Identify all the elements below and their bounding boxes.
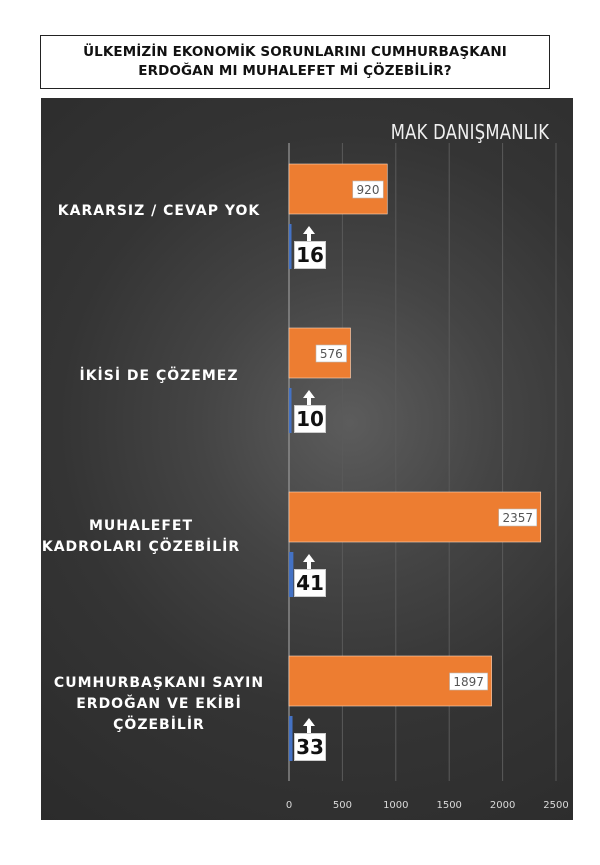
x-tick-label: 500 — [333, 800, 352, 811]
secondary-value-badge: 10 — [294, 405, 326, 433]
chart-panel: 0 500 1000 1500 2000 2500 920 576 2357 1897 MAK D… — [41, 98, 573, 820]
x-tick-label: 1000 — [383, 800, 408, 811]
x-tick-label: 2000 — [490, 800, 515, 811]
category-label: İKİSİ DE ÇÖZEMEZ — [79, 368, 239, 384]
bar-secondary — [289, 388, 292, 433]
data-label-box — [498, 508, 538, 527]
data-label-box — [352, 180, 384, 199]
arrow-up-icon — [307, 234, 311, 242]
chart-title-box: ÜLKEMİZİN EKONOMİK SORUNLARINI CUMHURBAŞ… — [40, 35, 550, 89]
chart-title-line-2: ERDOĞAN MI MUHALEFET Mİ ÇÖZEBİLİR? — [138, 63, 452, 79]
secondary-value-badge: 16 — [294, 241, 326, 269]
x-tick-label: 0 — [286, 800, 292, 811]
arrow-up-icon — [303, 554, 315, 562]
arrow-up-icon — [303, 390, 315, 398]
arrow-up-icon — [303, 718, 315, 726]
watermark: MAK DANIŞMANLIK — [390, 120, 549, 144]
data-label-box — [315, 344, 347, 363]
arrow-up-icon — [307, 726, 311, 734]
data-label-box — [449, 672, 488, 691]
arrow-up-icon — [303, 226, 315, 234]
bar-secondary — [289, 224, 292, 269]
arrow-up-icon — [307, 562, 311, 570]
category-label: CUMHURBAŞKANI SAYIN ERDOĞAN VE EKİBİ ÇÖZ… — [53, 675, 265, 733]
category-label: KARARSIZ / CEVAP YOK — [57, 203, 261, 219]
data-label: 576 — [320, 347, 343, 361]
chart-title-line-1: ÜLKEMİZİN EKONOMİK SORUNLARINI CUMHURBAŞ… — [83, 44, 507, 60]
secondary-value-badge: 41 — [294, 569, 326, 597]
data-label: 920 — [357, 183, 380, 197]
data-label: 2357 — [502, 511, 533, 525]
secondary-value-badge: 33 — [294, 733, 326, 761]
x-tick-label: 1500 — [436, 800, 461, 811]
x-tick-label: 2500 — [543, 800, 568, 811]
bar-secondary — [289, 552, 294, 597]
arrow-up-icon — [307, 398, 311, 406]
category-label: MUHALEFET KADROLARI ÇÖZEBİLİR — [41, 518, 241, 555]
bar-chart: 0 500 1000 1500 2000 2500 920 576 2357 1897 — [286, 143, 569, 811]
data-label: 1897 — [453, 675, 484, 689]
bar-secondary — [289, 716, 293, 761]
